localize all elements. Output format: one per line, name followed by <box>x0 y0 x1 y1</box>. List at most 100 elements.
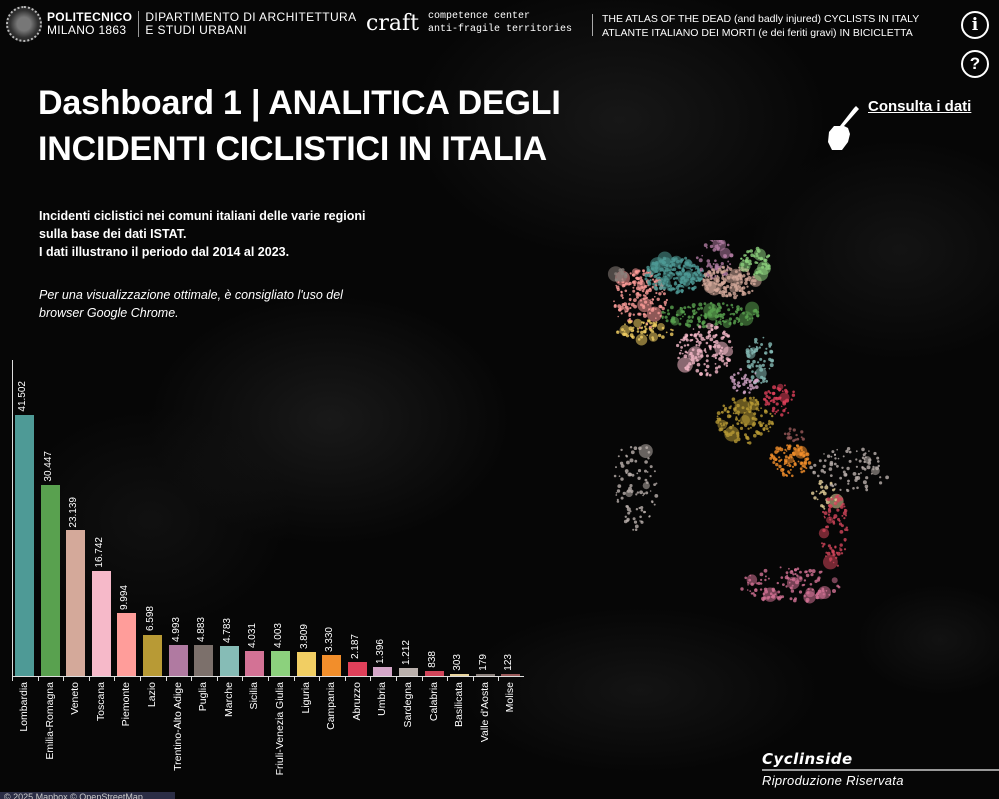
map-region-cluster[interactable] <box>745 336 774 385</box>
map-region-cluster[interactable] <box>644 251 707 295</box>
bar-molise[interactable]: 123 Molise <box>498 360 525 780</box>
bar-rect[interactable] <box>399 668 418 676</box>
divider <box>138 11 140 37</box>
bar-veneto[interactable]: 23.139 Veneto <box>63 360 90 780</box>
x-tick-label: Liguria <box>299 682 312 714</box>
x-tick <box>140 676 141 681</box>
bar-rect[interactable] <box>322 655 342 676</box>
bar-valle-d-aosta[interactable]: 179 Valle d'Aosta <box>472 360 500 780</box>
y-axis <box>12 360 13 677</box>
bar-rect[interactable] <box>15 415 34 676</box>
x-tick <box>114 676 116 681</box>
bar-piemonte[interactable]: 9.994 Piemonte <box>114 360 141 780</box>
bar-value-label: 179 <box>477 654 489 671</box>
bar-rect[interactable] <box>296 652 316 676</box>
bar-value-label: 6.598 <box>145 606 156 632</box>
map-region-cluster[interactable] <box>729 368 759 395</box>
bar-marche[interactable]: 4.783 Marche <box>216 360 244 780</box>
x-tick-label: Lazio <box>146 682 158 708</box>
map-region-cluster[interactable] <box>676 322 734 377</box>
x-tick <box>216 676 218 681</box>
x-tick <box>396 676 397 681</box>
bar-rect[interactable] <box>450 674 470 676</box>
pointing-hand-icon <box>828 106 859 150</box>
bar-rect[interactable] <box>168 644 188 676</box>
map-region-cluster[interactable] <box>738 246 771 282</box>
x-tick-label: Sicilia <box>248 682 261 710</box>
page-title-line2: INCIDENTI CICLISTICI IN ITALIA <box>38 130 548 168</box>
bar-calabria[interactable]: 838 Calabria <box>421 360 449 780</box>
italy-incidents-map[interactable] <box>590 240 910 620</box>
bar-value-label: 303 <box>452 654 464 671</box>
x-tick <box>498 676 500 681</box>
polimi-logo[interactable]: POLITECNICO MILANO 1863 DIPARTIMENTO DI … <box>6 6 357 42</box>
x-tick-label: Umbria <box>376 682 389 716</box>
bar-trentino-alto-adige[interactable]: 4.993 Trentino-Alto Adige <box>165 360 193 780</box>
bar-umbria[interactable]: 1.396 Umbria <box>370 360 397 780</box>
bar-value-label: 2.187 <box>349 634 361 660</box>
bar-abruzzo[interactable]: 2.187 Abruzzo <box>344 360 372 780</box>
map-region-cluster[interactable] <box>762 383 796 417</box>
map-attribution[interactable]: © 2025 Mapbox © OpenStreetMap <box>0 792 175 799</box>
info-icon[interactable]: i <box>961 11 989 39</box>
bar-toscana[interactable]: 16.742 Toscana <box>88 360 116 780</box>
craft-wordmark: craft <box>366 10 419 36</box>
bar-rect[interactable] <box>373 667 393 676</box>
x-tick-label: Toscana <box>94 682 107 722</box>
help-icon[interactable]: ? <box>961 50 989 78</box>
bar-rect[interactable] <box>194 645 214 676</box>
bar-rect[interactable] <box>143 634 162 676</box>
bar-rect[interactable] <box>66 530 86 676</box>
bar-rect[interactable] <box>424 670 444 676</box>
map-region-cluster[interactable] <box>695 240 734 280</box>
x-tick-label: Molise <box>504 682 517 713</box>
bar-rect[interactable] <box>475 674 495 676</box>
bar-rect[interactable] <box>501 674 521 676</box>
bar-rect[interactable] <box>219 645 239 676</box>
x-tick <box>370 676 372 681</box>
map-region-cluster[interactable] <box>715 396 774 445</box>
bar-rect[interactable] <box>40 484 60 676</box>
x-tick <box>319 676 321 681</box>
map-region-cluster[interactable] <box>809 447 889 493</box>
map-region-cluster[interactable] <box>769 444 812 478</box>
map-region-cluster[interactable] <box>740 566 841 604</box>
bar-lazio[interactable]: 6.598 Lazio <box>140 360 167 780</box>
consulta-dati-link[interactable]: Consulta i dati <box>868 98 972 115</box>
map-region-cluster[interactable] <box>818 494 849 570</box>
map-region-cluster[interactable] <box>661 301 760 329</box>
description-line: sulla base dei dati ISTAT. <box>39 227 187 241</box>
note-line: Per una visualizzazione ottimale, è cons… <box>39 288 343 302</box>
bar-liguria[interactable]: 3.809 Liguria <box>293 360 321 780</box>
bar-basilicata[interactable]: 303 Basilicata <box>447 360 474 780</box>
bar-sicilia[interactable]: 4.031 Sicilia <box>242 360 269 780</box>
bar-puglia[interactable]: 4.883 Puglia <box>191 360 218 780</box>
map-region-cluster[interactable] <box>613 444 659 531</box>
craft-tagline-2: anti-fragile territories <box>427 24 572 35</box>
bar-value-label: 9.994 <box>119 585 131 611</box>
bar-value-label: 1.396 <box>375 639 387 665</box>
map-region-cluster[interactable] <box>607 266 628 282</box>
consulta-dati-button[interactable]: Consulta i dati <box>826 98 971 154</box>
bar-value-label: 30.447 <box>42 450 54 482</box>
bar-rect[interactable] <box>271 650 290 676</box>
bar-rect[interactable] <box>245 650 265 676</box>
x-tick <box>421 676 423 681</box>
map-region-cluster[interactable] <box>783 427 805 443</box>
map-region-cluster[interactable] <box>616 318 674 346</box>
map-region-cluster[interactable] <box>701 265 762 300</box>
bar-emilia-romagna[interactable]: 30.447 Emilia-Romagna <box>37 360 65 780</box>
bar-value-label: 23.139 <box>68 496 80 528</box>
craft-logo[interactable]: craft competence center anti-fragile ter… <box>366 10 572 36</box>
divider <box>762 769 999 771</box>
x-tick <box>344 676 346 681</box>
polimi-city: MILANO 1863 <box>47 23 127 37</box>
bar-rect[interactable] <box>347 662 367 676</box>
bar-campania[interactable]: 3.330 Campania <box>319 360 346 780</box>
bar-value-label: 3.330 <box>324 627 336 653</box>
bar-lombardia[interactable]: 41.502 Lombardia <box>12 360 39 780</box>
bar-rect[interactable] <box>91 570 111 676</box>
bar-friuli-venezia-giulia[interactable]: 4.003 Friuli-Venezia Giulia <box>268 360 295 780</box>
bar-rect[interactable] <box>117 613 137 676</box>
bar-sardegna[interactable]: 1.212 Sardegna <box>396 360 423 780</box>
